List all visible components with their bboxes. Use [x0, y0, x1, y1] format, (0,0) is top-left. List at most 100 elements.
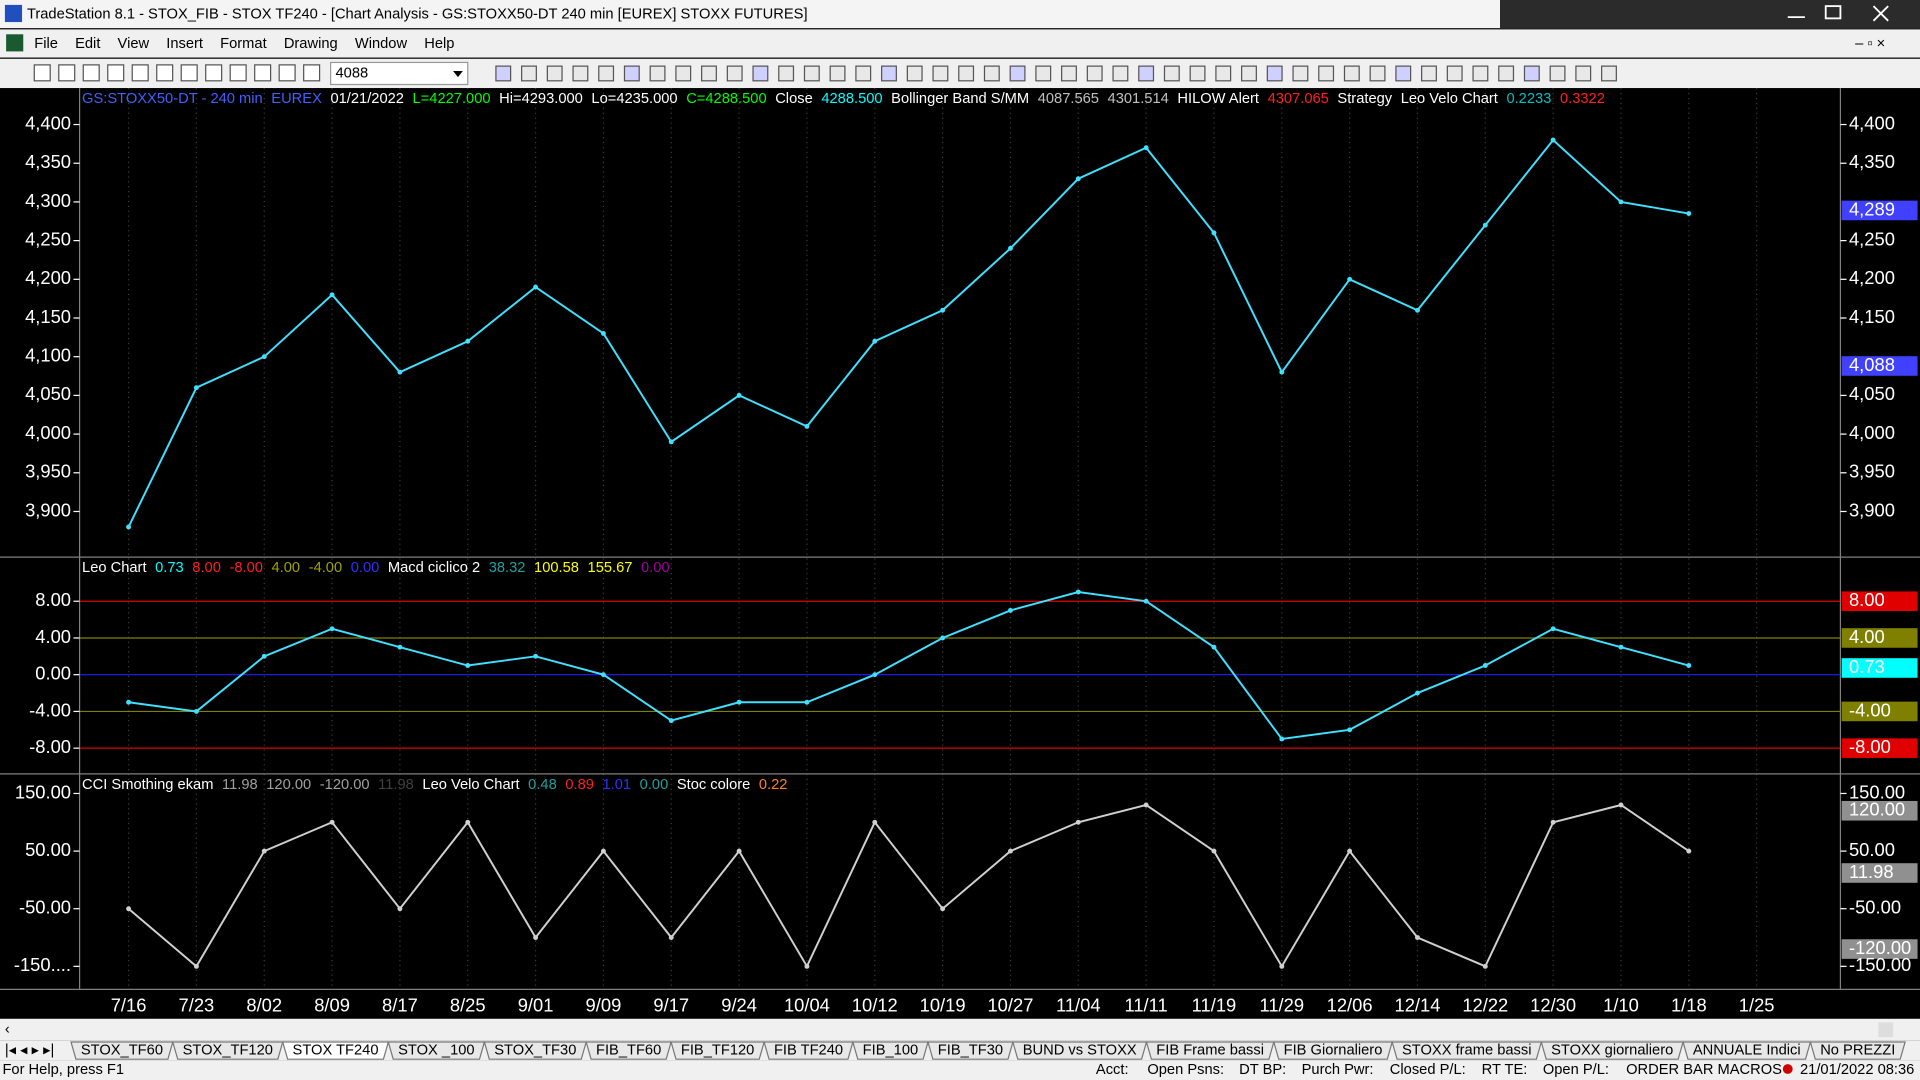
tab[interactable]: ANNUALE Indici: [1682, 1041, 1812, 1060]
tab-label[interactable]: FIB_TF30: [938, 1042, 1003, 1058]
tab-shape[interactable]: [1391, 1041, 1543, 1060]
tab[interactable]: STOX _100: [387, 1041, 486, 1060]
tool-button[interactable]: [33, 64, 51, 82]
menu-item[interactable]: Edit: [75, 36, 100, 52]
tool-button[interactable]: [958, 65, 975, 82]
tab-shape[interactable]: [763, 1041, 854, 1060]
tool-button[interactable]: [278, 64, 296, 82]
tab[interactable]: STOX TF240: [281, 1041, 390, 1060]
tool-button[interactable]: [1009, 65, 1026, 82]
tool-button[interactable]: [649, 65, 666, 82]
maximize[interactable]: [1824, 5, 1842, 20]
menu-item[interactable]: Window: [355, 36, 408, 52]
symbol-combo[interactable]: [330, 61, 469, 86]
tab-shape[interactable]: [585, 1041, 672, 1060]
tool-button[interactable]: [572, 65, 589, 82]
tool-button[interactable]: [1446, 65, 1463, 82]
tool-button[interactable]: [1086, 65, 1103, 82]
tab-label[interactable]: ANNUALE Indici: [1693, 1042, 1801, 1058]
window-controls[interactable]: [1787, 5, 1889, 22]
tool-button[interactable]: [495, 65, 512, 82]
tool-button[interactable]: [1318, 65, 1335, 82]
tab-label[interactable]: FIB Giornaliero: [1284, 1042, 1383, 1058]
tool-button[interactable]: [1395, 65, 1412, 82]
tool-button[interactable]: [1266, 65, 1283, 82]
tool-button[interactable]: [881, 65, 897, 82]
tool-button[interactable]: [932, 65, 949, 82]
tab[interactable]: FIB_TF120: [670, 1041, 765, 1060]
tab-shape[interactable]: [1540, 1041, 1684, 1060]
tool-button[interactable]: [598, 65, 615, 82]
tab[interactable]: STOXX frame bassi: [1391, 1041, 1543, 1060]
menu-item[interactable]: View: [118, 36, 150, 52]
tool-button[interactable]: [229, 64, 247, 82]
tool-button[interactable]: [546, 65, 563, 82]
tab-label[interactable]: BUND vs STOXX: [1023, 1042, 1137, 1058]
tab-shape[interactable]: [1273, 1041, 1393, 1060]
tool-button[interactable]: [303, 64, 321, 82]
tab[interactable]: STOXX giornaliero: [1540, 1041, 1684, 1060]
tool-button[interactable]: [1575, 65, 1592, 82]
menu-item[interactable]: Format: [220, 36, 267, 52]
tab-label[interactable]: STOXX giornaliero: [1551, 1042, 1673, 1058]
tab-label[interactable]: STOX _100: [398, 1042, 474, 1058]
mdi-controls[interactable]: – ▫ ×: [1855, 36, 1885, 52]
tab[interactable]: FIB TF240: [763, 1041, 854, 1060]
tab[interactable]: FIB_100: [852, 1041, 929, 1060]
tab[interactable]: BUND vs STOXX: [1012, 1041, 1148, 1060]
tab-shape[interactable]: [483, 1041, 587, 1060]
tool-button[interactable]: [1292, 65, 1309, 82]
tab-label[interactable]: STOX_TF120: [183, 1042, 273, 1058]
tab-shape[interactable]: [70, 1041, 174, 1060]
tab-label[interactable]: FIB_TF60: [596, 1042, 661, 1058]
tab-nav[interactable]: |◂ ◂ ▸ ▸|: [5, 1042, 54, 1058]
tool-button[interactable]: [906, 65, 923, 82]
tab-shape[interactable]: [281, 1041, 390, 1060]
tab-label[interactable]: No PREZZI: [1820, 1042, 1895, 1058]
tool-button[interactable]: [1061, 65, 1077, 82]
tab-label[interactable]: FIB_TF120: [681, 1042, 754, 1058]
tab-shape[interactable]: [927, 1041, 1014, 1060]
tool-button[interactable]: [1189, 65, 1206, 82]
menu-item[interactable]: Help: [424, 36, 454, 52]
menu-item[interactable]: Drawing: [284, 36, 338, 52]
tool-button[interactable]: [855, 65, 872, 82]
tab[interactable]: FIB_TF30: [927, 1041, 1014, 1060]
tab[interactable]: STOX_TF120: [171, 1041, 284, 1060]
tab-shape[interactable]: [1809, 1041, 1906, 1060]
tool-button[interactable]: [726, 65, 743, 82]
tool-button[interactable]: [1472, 65, 1489, 82]
tab-label[interactable]: FIB Frame bassi: [1156, 1042, 1264, 1058]
tab-shape[interactable]: [1145, 1041, 1275, 1060]
tool-button[interactable]: [521, 65, 537, 82]
menu-item[interactable]: File: [34, 36, 58, 52]
tab[interactable]: FIB Frame bassi: [1145, 1041, 1275, 1060]
tool-button[interactable]: [1343, 65, 1360, 82]
tab-label[interactable]: STOX TF240: [293, 1042, 379, 1058]
tool-button[interactable]: [701, 65, 717, 82]
tab-shape[interactable]: [387, 1041, 486, 1060]
tool-button[interactable]: [1112, 65, 1129, 82]
tab-label[interactable]: STOX_TF30: [494, 1042, 576, 1058]
tool-button[interactable]: [778, 65, 795, 82]
tool-button[interactable]: [1421, 65, 1437, 82]
tab[interactable]: No PREZZI: [1809, 1041, 1906, 1060]
tab-shape[interactable]: [1682, 1041, 1812, 1060]
tab-label[interactable]: FIB TF240: [774, 1042, 843, 1058]
tool-button[interactable]: [254, 64, 272, 82]
tool-button[interactable]: [58, 64, 76, 82]
tool-button[interactable]: [180, 64, 198, 82]
tab-shape[interactable]: [670, 1041, 765, 1060]
tool-button[interactable]: [1549, 65, 1566, 82]
tab-shape[interactable]: [1012, 1041, 1148, 1060]
tool-button[interactable]: [107, 64, 125, 82]
tool-button[interactable]: [1523, 65, 1540, 82]
tool-button[interactable]: [1241, 65, 1257, 82]
tool-button[interactable]: [829, 65, 846, 82]
tab[interactable]: FIB Giornaliero: [1273, 1041, 1393, 1060]
tab-shape[interactable]: [852, 1041, 929, 1060]
tab[interactable]: STOX_TF30: [483, 1041, 587, 1060]
menu-item[interactable]: Insert: [166, 36, 203, 52]
symbol-combo-text[interactable]: 4088: [336, 65, 369, 81]
tool-button[interactable]: [623, 65, 640, 82]
